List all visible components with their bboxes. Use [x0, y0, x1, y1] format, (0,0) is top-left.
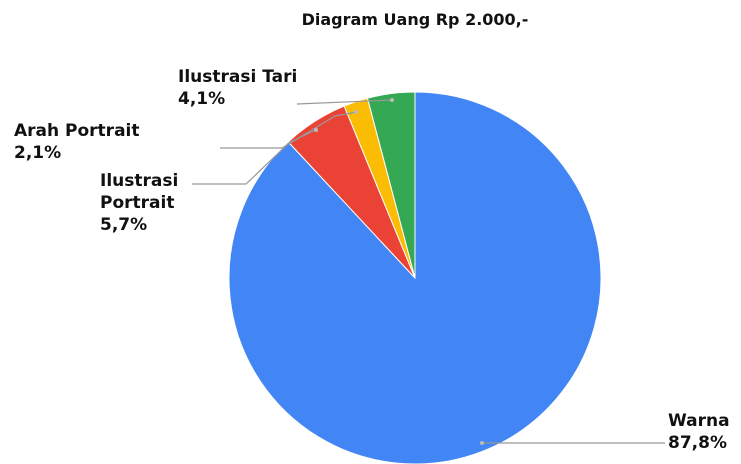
category-label: Arah Portrait — [14, 121, 140, 141]
slice-label: Arah Portrait 2,1% — [14, 120, 140, 164]
leader-dot — [314, 128, 318, 132]
category-label: Ilustrasi Portrait — [100, 171, 179, 213]
category-label: Ilustrasi Tari — [178, 67, 298, 87]
leader-dot — [390, 98, 394, 102]
slice-label: Warna 87,8% — [668, 410, 730, 454]
category-label: Warna — [668, 411, 730, 431]
leader-line — [220, 111, 357, 149]
value-label: 87,8% — [668, 433, 727, 453]
leader-dot — [480, 441, 484, 445]
leader-dot — [354, 110, 358, 114]
chart-title: Diagram Uang Rp 2.000,- — [301, 10, 529, 29]
value-label: 4,1% — [178, 89, 226, 109]
value-label: 2,1% — [14, 143, 62, 163]
slice-label: Ilustrasi Portrait 5,7% — [100, 170, 190, 236]
leader-line — [192, 129, 317, 185]
pie-slice — [366, 91, 416, 279]
value-label: 5,7% — [100, 215, 148, 235]
leader-line — [296, 99, 393, 105]
slice-label: Ilustrasi Tari 4,1% — [178, 66, 297, 110]
